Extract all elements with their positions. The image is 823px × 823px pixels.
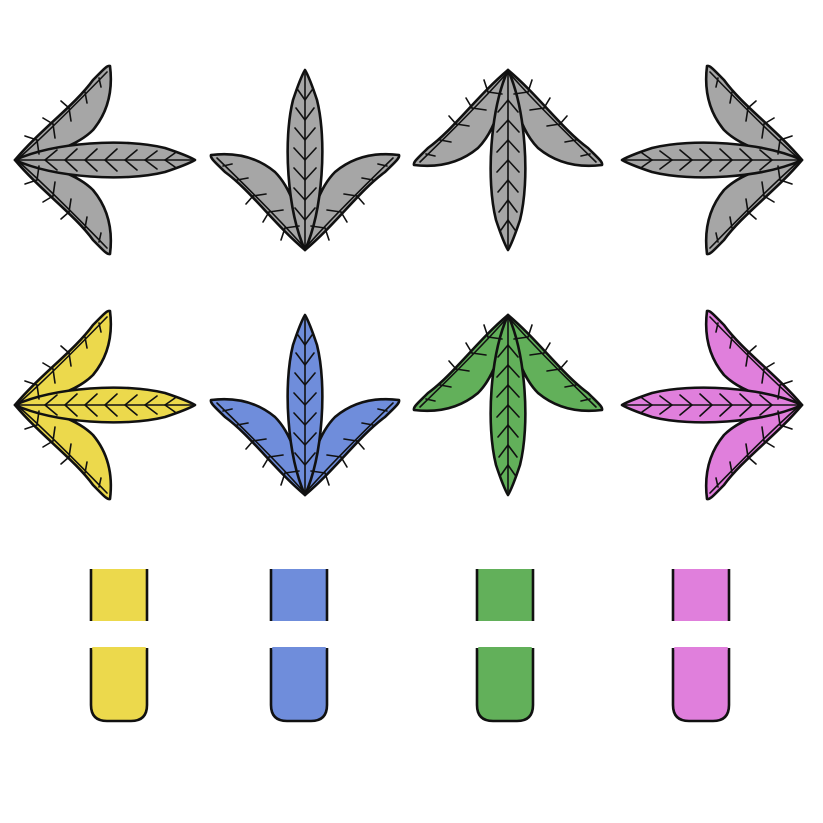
- hold-end-right: [671, 648, 731, 723]
- hold-body-down: [271, 569, 327, 621]
- receptor-right-arrow-icon: [620, 64, 804, 256]
- hold-body-up: [477, 569, 533, 621]
- receptor-row: [13, 64, 804, 256]
- hold-end-left: [89, 648, 149, 723]
- receptor-down-arrow-icon: [209, 68, 401, 252]
- hold-tail-left-icon: [89, 569, 149, 723]
- hold-end-up: [475, 648, 535, 723]
- hold-tail-row: [89, 569, 731, 723]
- hold-body-left: [91, 569, 147, 621]
- note-right-arrow-icon: [620, 309, 804, 501]
- note-up-arrow-icon: [412, 313, 604, 497]
- hold-end-down: [269, 648, 329, 723]
- hold-tail-down-icon: [269, 569, 329, 723]
- note-row: [13, 309, 804, 501]
- hold-tail-up-icon: [475, 569, 535, 723]
- receptor-up-arrow-icon: [412, 68, 604, 252]
- hold-body-right: [673, 569, 729, 621]
- note-down-arrow-icon: [209, 313, 401, 497]
- note-left-arrow-icon: [13, 309, 197, 501]
- receptor-left-arrow-icon: [13, 64, 197, 256]
- hold-tail-right-icon: [671, 569, 731, 723]
